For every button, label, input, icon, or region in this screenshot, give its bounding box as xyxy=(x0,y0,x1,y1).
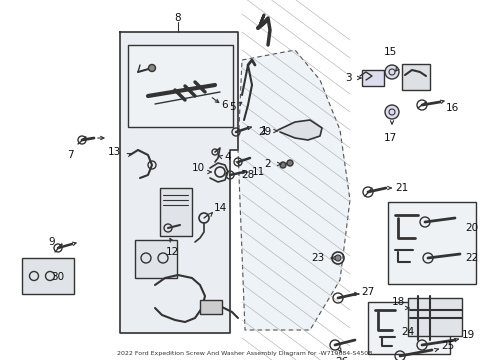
Bar xyxy=(401,64,429,90)
Text: 12: 12 xyxy=(165,247,178,257)
Text: 10: 10 xyxy=(191,163,204,173)
Circle shape xyxy=(384,65,398,79)
Text: 18: 18 xyxy=(390,297,404,307)
Text: 26: 26 xyxy=(335,357,348,360)
Text: 11: 11 xyxy=(251,167,264,177)
Text: 5: 5 xyxy=(228,102,235,112)
Text: 6: 6 xyxy=(221,100,228,110)
Bar xyxy=(22,258,74,294)
Text: 30: 30 xyxy=(51,272,64,282)
Polygon shape xyxy=(120,32,238,333)
Circle shape xyxy=(286,160,292,166)
Text: 19: 19 xyxy=(461,330,474,340)
Text: 14: 14 xyxy=(213,203,226,213)
Text: 3: 3 xyxy=(344,73,350,83)
Text: 22: 22 xyxy=(465,253,478,263)
Bar xyxy=(160,188,192,236)
Text: 20: 20 xyxy=(465,223,478,233)
Polygon shape xyxy=(238,50,349,330)
Bar xyxy=(407,298,461,336)
Text: 27: 27 xyxy=(361,287,374,297)
Text: 25: 25 xyxy=(441,341,454,351)
Bar xyxy=(387,202,475,284)
Text: 9: 9 xyxy=(49,237,55,247)
Text: 13: 13 xyxy=(107,147,121,157)
Bar xyxy=(200,300,222,314)
Text: 1: 1 xyxy=(260,126,267,136)
Text: 8: 8 xyxy=(174,13,181,23)
Text: 2022 Ford Expedition Screw And Washer Assembly Diagram for -W719684-S450B: 2022 Ford Expedition Screw And Washer As… xyxy=(117,351,371,356)
Text: 4: 4 xyxy=(224,152,231,162)
Text: 21: 21 xyxy=(395,183,408,193)
Bar xyxy=(361,70,383,86)
Text: 24: 24 xyxy=(401,327,414,337)
Text: 16: 16 xyxy=(445,103,458,113)
Polygon shape xyxy=(278,120,321,140)
Bar xyxy=(367,302,449,354)
Circle shape xyxy=(280,162,285,168)
Text: 15: 15 xyxy=(383,47,396,57)
Circle shape xyxy=(334,255,340,261)
Bar xyxy=(128,45,232,127)
Text: 7: 7 xyxy=(66,150,73,160)
Text: 29: 29 xyxy=(258,127,271,137)
Text: 23: 23 xyxy=(311,253,324,263)
Text: 28: 28 xyxy=(241,170,254,180)
Circle shape xyxy=(384,105,398,119)
Circle shape xyxy=(148,64,155,72)
Text: 2: 2 xyxy=(264,159,271,169)
Text: 17: 17 xyxy=(383,133,396,143)
Bar xyxy=(135,240,177,278)
